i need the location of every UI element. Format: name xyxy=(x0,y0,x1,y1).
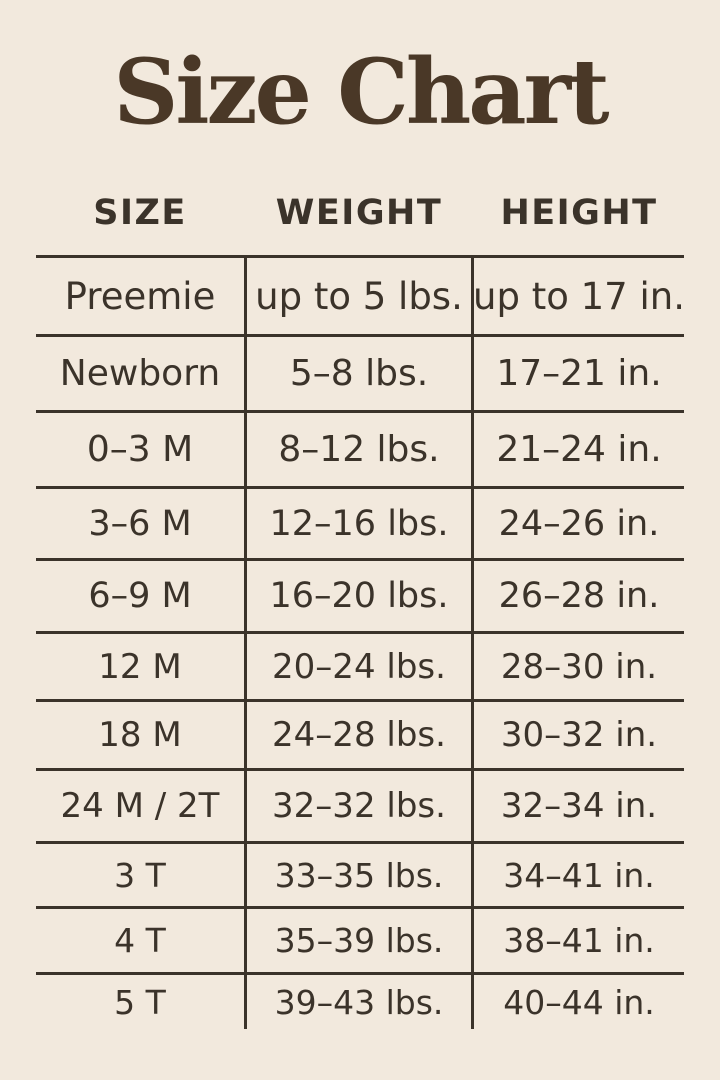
table-row: 6–9 M 16–20 lbs. 26–28 in. xyxy=(36,558,684,632)
cell-size: 3 T xyxy=(114,855,166,895)
column-header-weight: WEIGHT xyxy=(275,193,443,234)
table-row: 0–3 M 8–12 lbs. 21–24 in. xyxy=(36,410,684,487)
cell-size: 3–6 M xyxy=(88,503,192,544)
column-header-size: SIZE xyxy=(93,193,187,234)
cell-height: 21–24 in. xyxy=(496,429,662,471)
cell-weight: 5–8 lbs. xyxy=(244,337,474,411)
cell-size: 12 M xyxy=(98,646,182,687)
size-table: Preemie up to 5 lbs. up to 17 in. Newbor… xyxy=(36,255,685,1030)
table-row: 18 M 24–28 lbs. 30–32 in. xyxy=(36,699,684,769)
cell-height: 26–28 in. xyxy=(498,576,660,617)
cell-size: Newborn xyxy=(59,353,221,395)
cell-size: 0–3 M xyxy=(86,429,194,471)
table-row: 4 T 35–39 lbs. 38–41 in. xyxy=(36,906,684,973)
cell-size: 6–9 M xyxy=(88,576,192,617)
cell-height: 17–21 in. xyxy=(496,353,662,395)
cell-height: 32–34 in. xyxy=(500,786,658,827)
cell-height: 34–41 in. xyxy=(503,855,655,895)
page-title: Size Chart xyxy=(113,39,609,145)
cell-weight: 24–28 lbs. xyxy=(244,702,474,769)
table-row: Newborn 5–8 lbs. 17–21 in. xyxy=(36,334,684,411)
cell-size: 4 T xyxy=(114,921,166,961)
table-row: 3 T 33–35 lbs. 34–41 in. xyxy=(36,841,684,907)
cell-height: 28–30 in. xyxy=(500,646,658,687)
table-row: 5 T 39–43 lbs. 40–44 in. xyxy=(36,972,684,1030)
cell-weight: 35–39 lbs. xyxy=(244,909,474,973)
cell-size: 5 T xyxy=(114,982,166,1022)
table-row: Preemie up to 5 lbs. up to 17 in. xyxy=(36,255,685,335)
cell-size: 24 M / 2T xyxy=(60,786,220,827)
table-row: 3–6 M 12–16 lbs. 24–26 in. xyxy=(36,486,684,559)
column-header-height: HEIGHT xyxy=(500,193,658,234)
cell-height: 38–41 in. xyxy=(503,921,655,961)
table-header-row: SIZE WEIGHT HEIGHT xyxy=(36,193,684,233)
cell-height: 24–26 in. xyxy=(498,503,660,544)
cell-weight: 32–32 lbs. xyxy=(244,771,474,842)
cell-height: 30–32 in. xyxy=(500,715,658,756)
cell-weight: 8–12 lbs. xyxy=(244,413,474,487)
cell-weight: 33–35 lbs. xyxy=(244,844,474,907)
cell-height: up to 17 in. xyxy=(473,274,685,318)
cell-size: Preemie xyxy=(64,274,216,318)
cell-size: 18 M xyxy=(98,715,182,756)
cell-weight: 16–20 lbs. xyxy=(244,561,474,632)
cell-weight: up to 5 lbs. xyxy=(244,258,474,335)
table-row: 24 M / 2T 32–32 lbs. 32–34 in. xyxy=(36,768,684,842)
table-row: 12 M 20–24 lbs. 28–30 in. xyxy=(36,631,684,700)
cell-weight: 20–24 lbs. xyxy=(244,634,474,700)
cell-weight: 12–16 lbs. xyxy=(244,489,474,559)
cell-height: 40–44 in. xyxy=(503,982,655,1022)
cell-weight: 39–43 lbs. xyxy=(244,975,474,1030)
